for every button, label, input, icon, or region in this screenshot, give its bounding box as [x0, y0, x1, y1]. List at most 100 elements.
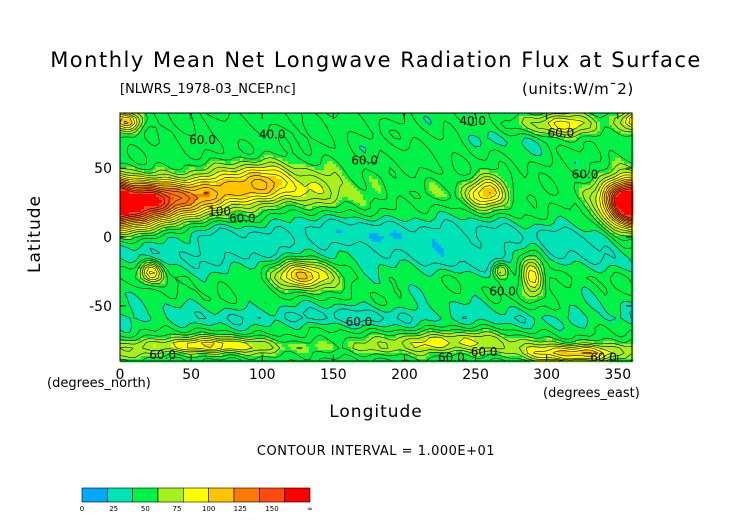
map-cell: [279, 161, 283, 165]
map-cell: [594, 164, 598, 168]
map-cell: [138, 146, 142, 150]
map-cell: [219, 140, 223, 144]
map-cell: [609, 152, 613, 156]
map-cell: [276, 125, 280, 129]
map-cell: [576, 146, 580, 150]
map-cell: [471, 128, 475, 132]
map-cell: [444, 194, 448, 198]
map-cell: [126, 134, 130, 138]
map-cell: [477, 173, 481, 177]
map-cell: [417, 155, 421, 159]
map-cell: [252, 164, 256, 168]
map-cell: [573, 134, 577, 138]
map-cell: [309, 158, 313, 162]
map-cell: [387, 191, 391, 195]
map-cell: [582, 197, 586, 201]
map-cell: [330, 191, 334, 195]
map-cell: [627, 125, 631, 129]
map-cell: [243, 161, 247, 165]
map-cell: [165, 137, 169, 141]
map-cell: [300, 116, 304, 120]
map-cell: [258, 155, 262, 159]
units-label: (units:W/m¯2): [522, 80, 634, 98]
map-cell: [606, 113, 610, 117]
map-cell: [588, 116, 592, 120]
map-cell: [489, 164, 493, 168]
map-cell: [366, 152, 370, 156]
map-cell: [615, 140, 619, 144]
map-cell: [378, 137, 382, 141]
map-cell: [435, 167, 439, 171]
map-cell: [144, 116, 148, 120]
map-cell: [237, 125, 241, 129]
map-cell: [255, 179, 259, 183]
map-cell: [618, 170, 622, 174]
map-cell: [408, 131, 412, 135]
map-cell: [561, 140, 565, 144]
map-cell: [363, 197, 367, 201]
map-cell: [417, 116, 421, 120]
map-cell: [501, 116, 505, 120]
map-cell: [486, 119, 490, 123]
map-cell: [483, 176, 487, 180]
map-cell: [369, 125, 373, 129]
map-cell: [123, 191, 127, 195]
map-cell: [303, 197, 307, 201]
map-cell: [279, 164, 283, 168]
map-cell: [291, 173, 295, 177]
map-cell: [405, 158, 409, 162]
map-cell: [258, 113, 262, 117]
map-cell: [408, 185, 412, 189]
map-cell: [357, 173, 361, 177]
map-cell: [576, 182, 580, 186]
map-cell: [147, 152, 151, 156]
map-cell: [303, 143, 307, 147]
map-cell: [342, 146, 346, 150]
map-cell: [567, 155, 571, 159]
map-cell: [234, 188, 238, 192]
map-cell: [357, 185, 361, 189]
map-cell: [258, 158, 262, 162]
map-cell: [270, 152, 274, 156]
map-cell: [129, 131, 133, 135]
map-cell: [504, 155, 508, 159]
map-cell: [414, 185, 418, 189]
map-cell: [303, 173, 307, 177]
map-cell: [291, 128, 295, 132]
map-cell: [138, 158, 142, 162]
map-cell: [174, 158, 178, 162]
map-cell: [564, 170, 568, 174]
map-cell: [414, 188, 418, 192]
map-cell: [549, 122, 553, 126]
map-cell: [459, 122, 463, 126]
map-cell: [336, 122, 340, 126]
map-cell: [606, 119, 610, 123]
map-cell: [447, 173, 451, 177]
map-cell: [528, 149, 532, 153]
map-cell: [597, 194, 601, 198]
map-cell: [516, 125, 520, 129]
map-cell: [270, 164, 274, 168]
map-cell: [558, 170, 562, 174]
map-cell: [513, 176, 517, 180]
map-cell: [249, 167, 253, 171]
map-cell: [309, 155, 313, 159]
map-cell: [447, 116, 451, 120]
map-cell: [126, 137, 130, 141]
map-cell: [285, 161, 289, 165]
map-cell: [594, 119, 598, 123]
map-cell: [510, 191, 514, 195]
map-cell: [192, 116, 196, 120]
map-cell: [252, 140, 256, 144]
map-cell: [135, 173, 139, 177]
map-cell: [573, 137, 577, 141]
map-cell: [123, 155, 127, 159]
map-cell: [195, 131, 199, 135]
map-cell: [240, 116, 244, 120]
map-cell: [225, 128, 229, 132]
map-cell: [468, 149, 472, 153]
map-cell: [144, 125, 148, 129]
map-cell: [393, 185, 397, 189]
map-cell: [549, 149, 553, 153]
map-cell: [246, 137, 250, 141]
